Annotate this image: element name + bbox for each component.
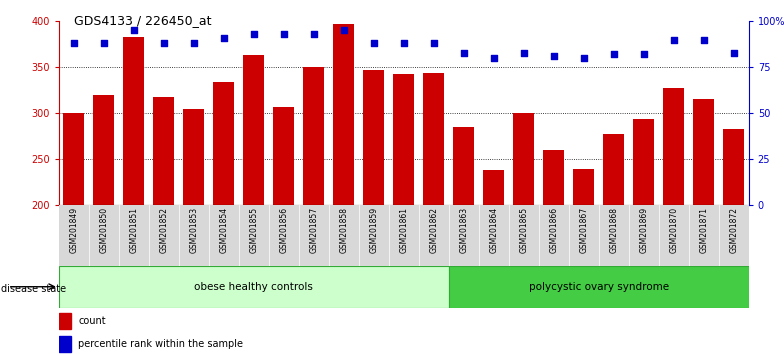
- Text: GSM201853: GSM201853: [189, 207, 198, 253]
- Point: [667, 37, 680, 42]
- Point: [278, 31, 290, 37]
- Bar: [59, 266, 448, 308]
- Point: [158, 40, 170, 46]
- Point: [427, 40, 440, 46]
- Point: [248, 31, 260, 37]
- Bar: [423, 73, 445, 205]
- Point: [368, 40, 380, 46]
- Point: [128, 28, 140, 33]
- Point: [608, 52, 620, 57]
- Bar: [483, 170, 504, 205]
- Text: GSM201872: GSM201872: [729, 207, 739, 253]
- Text: GDS4133 / 226450_at: GDS4133 / 226450_at: [74, 14, 212, 27]
- Bar: [303, 67, 325, 205]
- Text: GSM201869: GSM201869: [639, 207, 648, 253]
- Text: disease state: disease state: [1, 284, 66, 293]
- Text: GSM201859: GSM201859: [369, 207, 378, 253]
- Bar: [663, 87, 684, 205]
- Bar: [123, 37, 144, 205]
- Text: count: count: [78, 316, 106, 326]
- Point: [488, 55, 500, 61]
- Bar: [603, 133, 624, 205]
- Point: [97, 40, 110, 46]
- Point: [217, 35, 230, 41]
- Text: GSM201850: GSM201850: [100, 207, 108, 253]
- Text: GSM201870: GSM201870: [670, 207, 678, 253]
- Bar: [543, 150, 564, 205]
- Bar: [448, 266, 749, 308]
- Point: [578, 55, 590, 61]
- Text: GSM201866: GSM201866: [550, 207, 558, 253]
- Point: [728, 50, 740, 55]
- Text: GSM201867: GSM201867: [579, 207, 588, 253]
- Bar: [274, 107, 294, 205]
- Bar: [333, 24, 354, 205]
- Text: GSM201858: GSM201858: [339, 207, 348, 253]
- Text: GSM201865: GSM201865: [519, 207, 528, 253]
- Text: GSM201855: GSM201855: [249, 207, 258, 253]
- Text: GSM201862: GSM201862: [430, 207, 438, 253]
- Text: percentile rank within the sample: percentile rank within the sample: [78, 339, 243, 349]
- Text: GSM201868: GSM201868: [609, 207, 619, 253]
- Point: [187, 40, 200, 46]
- Point: [337, 28, 350, 33]
- Point: [637, 52, 650, 57]
- Bar: [243, 55, 264, 205]
- Point: [397, 40, 410, 46]
- Bar: [394, 74, 414, 205]
- Bar: [93, 95, 114, 205]
- Text: GSM201854: GSM201854: [220, 207, 228, 253]
- Text: GSM201871: GSM201871: [699, 207, 708, 253]
- Text: obese healthy controls: obese healthy controls: [194, 282, 314, 292]
- Text: GSM201852: GSM201852: [159, 207, 169, 253]
- Text: polycystic ovary syndrome: polycystic ovary syndrome: [528, 282, 669, 292]
- Bar: [723, 129, 744, 205]
- Bar: [183, 109, 205, 205]
- Text: GSM201864: GSM201864: [489, 207, 499, 253]
- Bar: [64, 113, 85, 205]
- Text: GSM201849: GSM201849: [69, 207, 78, 253]
- Text: GSM201863: GSM201863: [459, 207, 468, 253]
- Point: [458, 50, 470, 55]
- Bar: [633, 119, 654, 205]
- Text: GSM201857: GSM201857: [309, 207, 318, 253]
- Bar: [573, 169, 594, 205]
- Text: GSM201861: GSM201861: [399, 207, 408, 253]
- Text: GSM201856: GSM201856: [279, 207, 289, 253]
- Bar: [59, 336, 71, 352]
- Point: [517, 50, 530, 55]
- Point: [547, 53, 560, 59]
- Bar: [213, 82, 234, 205]
- Text: GSM201851: GSM201851: [129, 207, 138, 253]
- Point: [67, 40, 80, 46]
- Bar: [363, 70, 384, 205]
- Bar: [453, 127, 474, 205]
- Bar: [59, 313, 71, 329]
- Bar: [693, 99, 714, 205]
- Point: [307, 31, 320, 37]
- Bar: [154, 97, 174, 205]
- Point: [698, 37, 710, 42]
- Bar: [514, 113, 534, 205]
